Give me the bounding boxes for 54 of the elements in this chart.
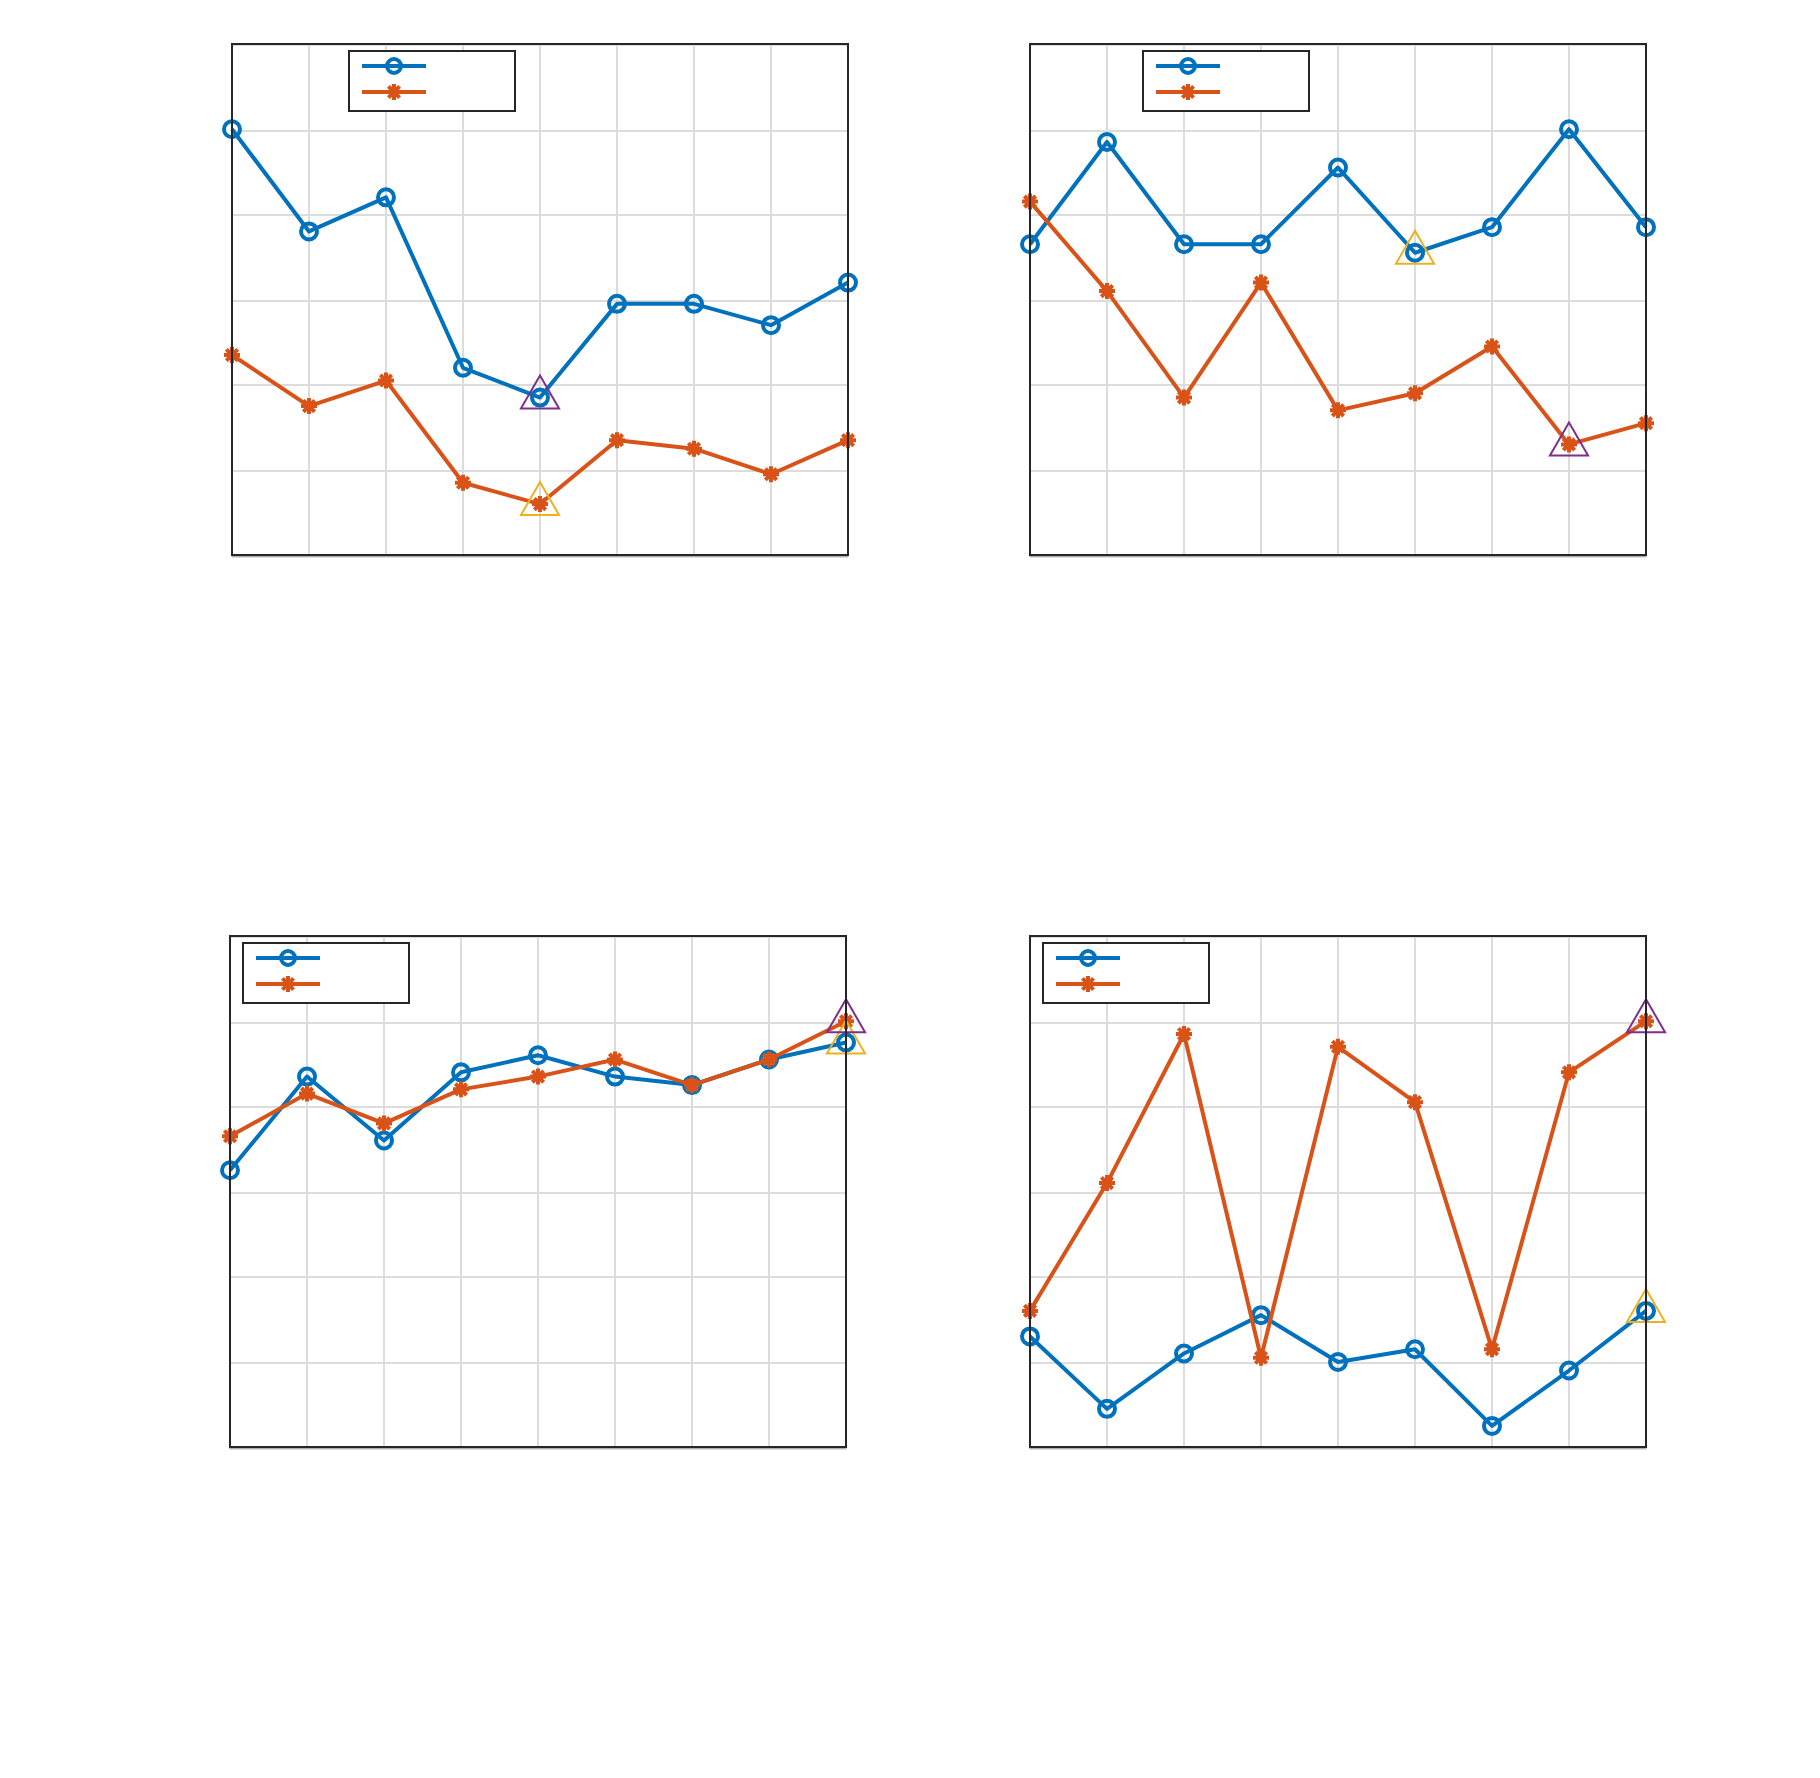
- point: [1251, 234, 1271, 255]
- point: [1482, 1339, 1502, 1360]
- point: [1174, 387, 1194, 408]
- point: [1636, 217, 1656, 238]
- point: [451, 1079, 471, 1100]
- point: [605, 1066, 625, 1087]
- point: [374, 1113, 394, 1134]
- point: [528, 1066, 548, 1087]
- point: [684, 438, 704, 459]
- point: [451, 1062, 471, 1083]
- point: [1482, 336, 1502, 357]
- point: [1020, 234, 1040, 255]
- point: [1559, 1062, 1579, 1083]
- point: [299, 221, 319, 242]
- point: [1328, 157, 1348, 178]
- point: [1097, 131, 1117, 152]
- point: [1405, 1092, 1425, 1113]
- point: [1482, 217, 1502, 238]
- point: [1405, 383, 1425, 404]
- point: [684, 293, 704, 314]
- point: [528, 1045, 548, 1066]
- point: [1174, 1023, 1194, 1044]
- point: [838, 272, 858, 293]
- point: [1482, 1415, 1502, 1436]
- point: [374, 1130, 394, 1151]
- point: [1020, 1326, 1040, 1347]
- point: [222, 119, 242, 140]
- point: [1251, 1305, 1271, 1326]
- point: [220, 1160, 240, 1181]
- point: [607, 293, 627, 314]
- point: [376, 187, 396, 208]
- point: [761, 315, 781, 336]
- point: [1174, 234, 1194, 255]
- point: [1328, 400, 1348, 421]
- point: [1559, 119, 1579, 140]
- point: [1405, 1339, 1425, 1360]
- point: [453, 357, 473, 378]
- point: [1097, 281, 1117, 302]
- point: [1097, 1398, 1117, 1419]
- point: [1251, 1347, 1271, 1368]
- point: [1174, 1343, 1194, 1364]
- point: [376, 370, 396, 391]
- point: [607, 430, 627, 451]
- point: [453, 472, 473, 493]
- point: [761, 464, 781, 485]
- point: [1328, 1036, 1348, 1057]
- point: [297, 1083, 317, 1104]
- point: [1251, 272, 1271, 293]
- point: [1097, 1173, 1117, 1194]
- point: [1328, 1352, 1348, 1372]
- point: [299, 396, 319, 417]
- point: [605, 1049, 625, 1070]
- point: [1559, 1360, 1579, 1381]
- point: [297, 1066, 317, 1087]
